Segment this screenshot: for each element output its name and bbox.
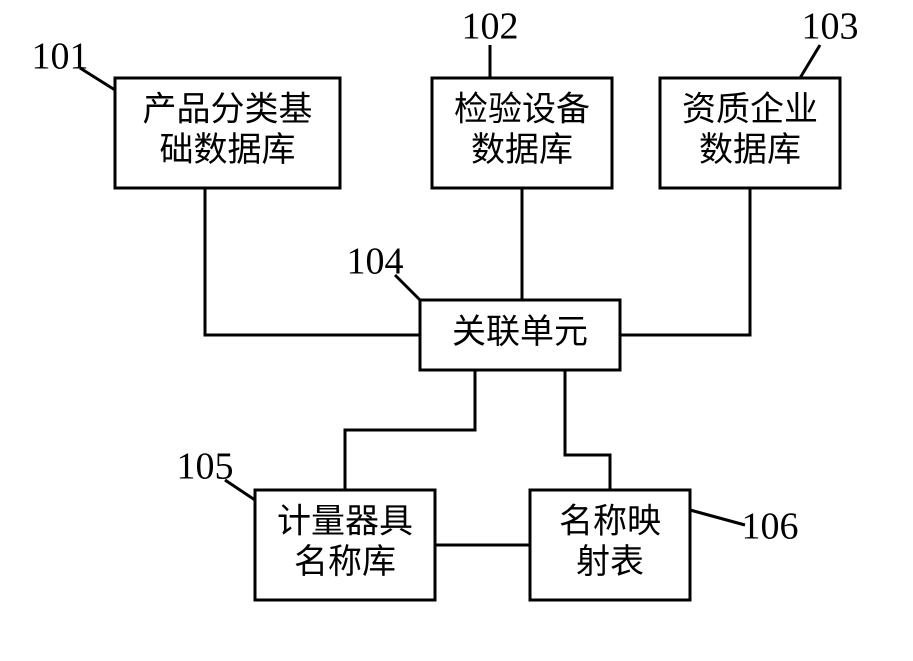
node-label: 名称映	[559, 502, 661, 540]
node-label: 数据库	[471, 131, 573, 169]
node-n106: 名称映射表 106	[530, 490, 799, 600]
connector	[620, 188, 750, 335]
node-n102: 检验设备数据库 102	[432, 6, 612, 188]
node-number: 102	[462, 6, 519, 48]
connector	[565, 370, 610, 490]
node-label: 检验设备	[454, 90, 590, 128]
node-n103: 资质企业数据库 103	[660, 6, 859, 188]
node-number: 103	[802, 6, 859, 48]
node-label: 名称库	[294, 543, 396, 581]
node-number: 104	[347, 241, 404, 283]
node-label: 射表	[576, 543, 644, 581]
leader-line	[690, 510, 745, 525]
node-n104: 关联单元 104	[347, 241, 621, 370]
node-number: 106	[742, 506, 799, 548]
node-number: 101	[32, 36, 89, 78]
node-n105: 计量器具名称库 105	[177, 446, 436, 600]
node-label: 计量器具	[277, 503, 413, 540]
node-label: 产品分类基	[143, 90, 313, 128]
node-label: 资质企业	[682, 90, 818, 128]
connector	[345, 370, 475, 490]
leader-line	[800, 45, 820, 78]
node-label: 关联单元	[452, 314, 588, 351]
node-label: 数据库	[699, 131, 801, 169]
node-n101: 产品分类基础数据库 101	[32, 36, 341, 188]
node-label: 础数据库	[160, 131, 296, 169]
node-number: 105	[177, 446, 234, 488]
